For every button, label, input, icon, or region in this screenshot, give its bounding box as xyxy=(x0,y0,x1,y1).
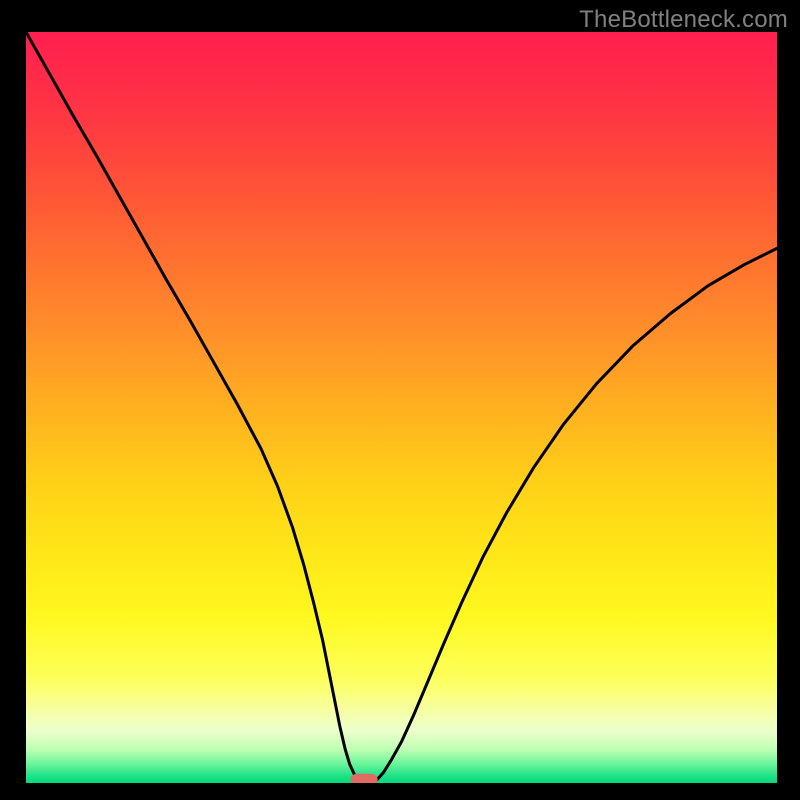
plot-svg xyxy=(26,32,777,783)
plot-background xyxy=(26,32,777,783)
plot-area xyxy=(26,32,777,783)
watermark-text: TheBottleneck.com xyxy=(579,6,788,34)
optimum-marker xyxy=(351,774,378,783)
